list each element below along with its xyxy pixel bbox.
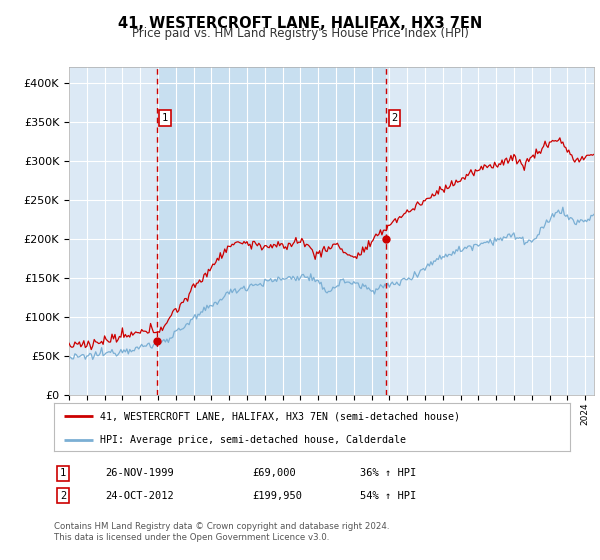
Text: HPI: Average price, semi-detached house, Calderdale: HPI: Average price, semi-detached house,…	[100, 435, 406, 445]
Text: £69,000: £69,000	[252, 468, 296, 478]
Text: Price paid vs. HM Land Registry's House Price Index (HPI): Price paid vs. HM Land Registry's House …	[131, 27, 469, 40]
Bar	[157, 67, 386, 395]
Text: £199,950: £199,950	[252, 491, 302, 501]
Text: 24-OCT-2012: 24-OCT-2012	[105, 491, 174, 501]
Text: 26-NOV-1999: 26-NOV-1999	[105, 468, 174, 478]
Text: 1: 1	[60, 468, 66, 478]
Text: 1: 1	[162, 113, 168, 123]
Text: 41, WESTERCROFT LANE, HALIFAX, HX3 7EN: 41, WESTERCROFT LANE, HALIFAX, HX3 7EN	[118, 16, 482, 31]
Text: This data is licensed under the Open Government Licence v3.0.: This data is licensed under the Open Gov…	[54, 533, 329, 542]
Text: 41, WESTERCROFT LANE, HALIFAX, HX3 7EN (semi-detached house): 41, WESTERCROFT LANE, HALIFAX, HX3 7EN (…	[100, 411, 460, 421]
Text: 2: 2	[60, 491, 66, 501]
Text: 2: 2	[391, 113, 397, 123]
Text: Contains HM Land Registry data © Crown copyright and database right 2024.: Contains HM Land Registry data © Crown c…	[54, 522, 389, 531]
Text: 36% ↑ HPI: 36% ↑ HPI	[360, 468, 416, 478]
Text: 54% ↑ HPI: 54% ↑ HPI	[360, 491, 416, 501]
